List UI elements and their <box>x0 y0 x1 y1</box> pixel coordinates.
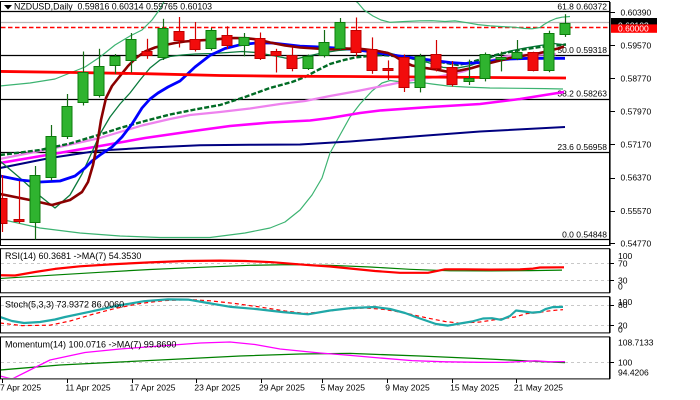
svg-text:5 May 2025: 5 May 2025 <box>321 383 366 393</box>
svg-text:100: 100 <box>618 358 632 368</box>
svg-text:0: 0 <box>618 282 623 292</box>
svg-text:21 May 2025: 21 May 2025 <box>514 383 563 393</box>
svg-text:30: 30 <box>618 275 628 285</box>
svg-text:100: 100 <box>618 251 632 261</box>
svg-text:108.7133: 108.7133 <box>618 337 654 347</box>
svg-text:Stoch(5,3,3) 73.9372 86.0060: Stoch(5,3,3) 73.9372 86.0060 <box>5 300 124 310</box>
svg-text:9 May 2025: 9 May 2025 <box>385 383 430 393</box>
svg-text:20: 20 <box>618 321 628 331</box>
svg-text:0.57970: 0.57970 <box>621 107 652 117</box>
svg-text:11 Apr 2025: 11 Apr 2025 <box>65 383 110 393</box>
svg-text:61.8 0.60372: 61.8 0.60372 <box>557 1 607 11</box>
svg-text:0.0 0.54848: 0.0 0.54848 <box>562 229 607 239</box>
svg-text:0.60390: 0.60390 <box>621 8 652 18</box>
svg-text:0.59570: 0.59570 <box>621 40 652 50</box>
svg-text:0.54770: 0.54770 <box>621 239 652 249</box>
svg-text:23 Apr 2025: 23 Apr 2025 <box>194 383 240 393</box>
svg-text:7 Apr 2025: 7 Apr 2025 <box>0 383 41 393</box>
svg-text:Momentum(14) 100.0716 ->MA(7): Momentum(14) 100.0716 ->MA(7) 99.8690 <box>5 340 176 350</box>
svg-text:94.4206: 94.4206 <box>618 368 649 378</box>
svg-text:0.57170: 0.57170 <box>621 140 652 150</box>
svg-text:38.2 0.58263: 38.2 0.58263 <box>557 89 607 99</box>
svg-text:0: 0 <box>618 325 623 335</box>
svg-text:80: 80 <box>618 300 628 310</box>
svg-text:0.58770: 0.58770 <box>621 73 652 83</box>
svg-text:50.0 0.59318: 50.0 0.59318 <box>557 45 607 55</box>
svg-text:100: 100 <box>618 297 632 307</box>
svg-text:0.55570: 0.55570 <box>621 206 652 216</box>
svg-text:0.56370: 0.56370 <box>621 173 652 183</box>
svg-text:0.60000: 0.60000 <box>618 24 649 34</box>
svg-text:15 May 2025: 15 May 2025 <box>450 383 499 393</box>
svg-text:17 Apr 2025: 17 Apr 2025 <box>130 383 176 393</box>
svg-text:RSI(14) 60.3681 ->MA(7) 54.35: RSI(14) 60.3681 ->MA(7) 54.3530 <box>5 251 141 261</box>
svg-text:NZDUSD,Daily 0.59816 0.60314: NZDUSD,Daily 0.59816 0.60314 0.59765 0.6… <box>14 2 212 12</box>
svg-text:29 Apr 2025: 29 Apr 2025 <box>259 383 305 393</box>
svg-text:70: 70 <box>618 259 628 269</box>
svg-text:23.6 0.56958: 23.6 0.56958 <box>557 142 607 152</box>
